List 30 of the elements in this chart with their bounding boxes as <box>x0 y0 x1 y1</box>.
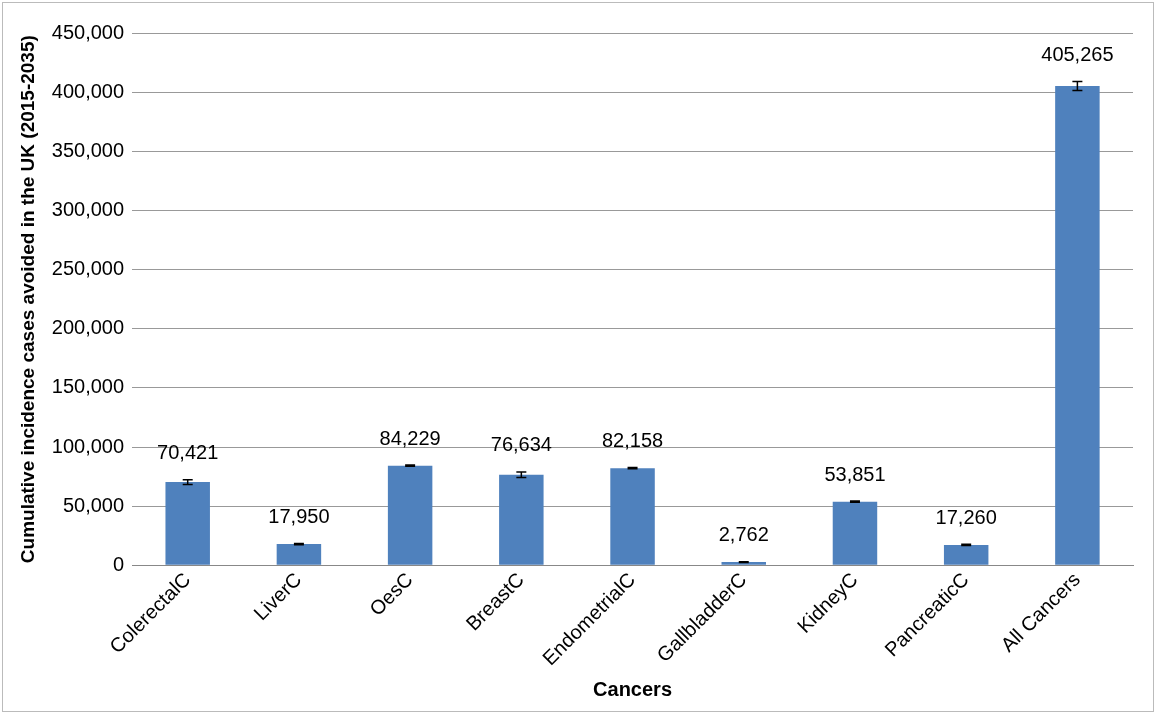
bar <box>721 562 766 565</box>
data-label: 2,762 <box>718 523 769 546</box>
bar <box>832 501 878 565</box>
bar <box>276 544 322 565</box>
data-label: 17,260 <box>935 505 997 528</box>
y-tick-label: 300,000 <box>51 197 125 220</box>
y-tick-label: 250,000 <box>51 257 125 280</box>
y-tick-label: 400,000 <box>51 79 125 102</box>
data-label: 17,950 <box>268 505 330 528</box>
bar <box>943 544 989 565</box>
bar <box>499 474 544 565</box>
y-tick-label: 200,000 <box>51 316 125 339</box>
bar <box>1055 85 1100 565</box>
bar <box>387 465 433 565</box>
data-label: 405,265 <box>1041 42 1114 65</box>
y-tick-label: 450,000 <box>51 20 125 43</box>
data-label: 70,421 <box>157 441 219 464</box>
y-axis-title: Cumulative incidence cases avoided in the UK (2015-2035) <box>16 35 38 564</box>
bar <box>165 482 210 565</box>
y-tick-label: 150,000 <box>51 375 125 398</box>
y-tick-label: 350,000 <box>51 138 125 161</box>
data-label: 82,158 <box>601 429 664 452</box>
y-tick-label: 50,000 <box>62 493 125 516</box>
data-label: 76,634 <box>490 433 552 456</box>
y-tick-label: 100,000 <box>51 434 125 457</box>
x-axis-title: Cancers <box>593 677 673 700</box>
data-label: 84,229 <box>379 426 441 449</box>
bar <box>610 468 655 565</box>
y-tick-label: 0 <box>112 552 125 575</box>
data-label: 53,851 <box>824 462 886 485</box>
